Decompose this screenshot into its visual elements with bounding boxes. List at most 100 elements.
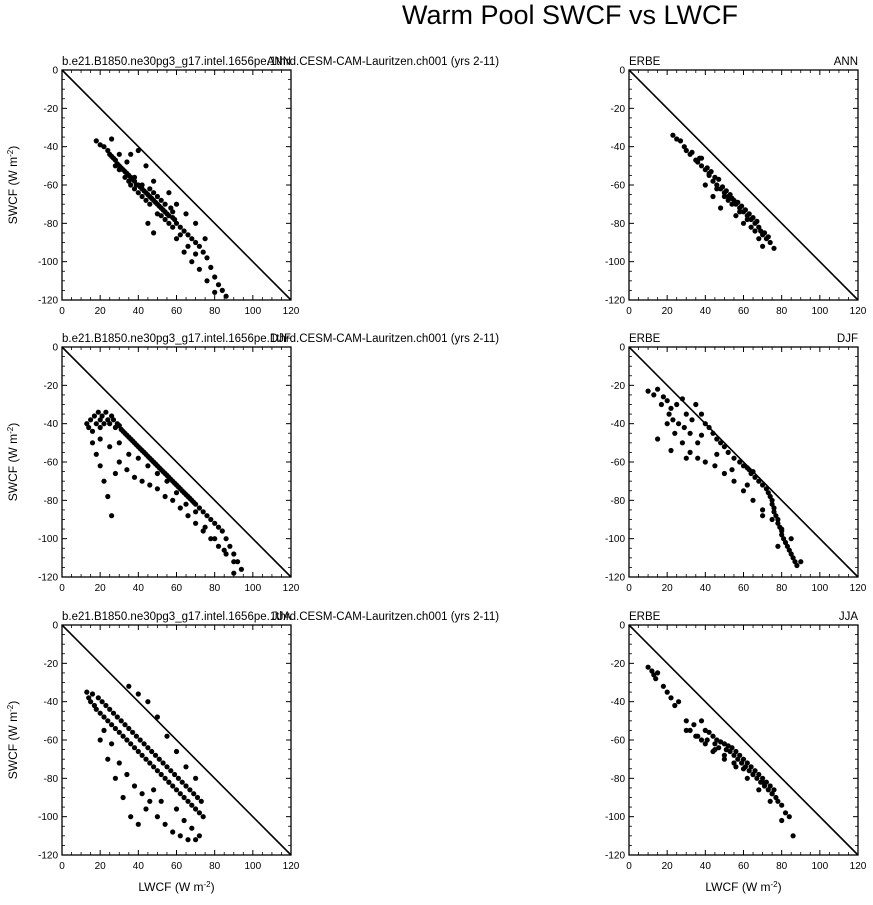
data-point bbox=[173, 220, 180, 226]
data-point bbox=[97, 737, 103, 743]
data-point bbox=[219, 287, 225, 293]
data-point bbox=[719, 184, 726, 190]
data-point bbox=[771, 787, 777, 793]
data-point bbox=[664, 398, 670, 404]
data-point bbox=[107, 444, 113, 450]
y-tick-label: -20 bbox=[44, 659, 59, 670]
data-point bbox=[721, 756, 728, 762]
data-point bbox=[760, 482, 766, 488]
data-point bbox=[683, 411, 689, 417]
data-point bbox=[122, 722, 128, 728]
data-point bbox=[761, 230, 768, 236]
data-point bbox=[674, 401, 680, 408]
data-point bbox=[668, 405, 674, 411]
data-point bbox=[712, 463, 718, 469]
data-point bbox=[120, 794, 126, 801]
data-point bbox=[760, 775, 766, 781]
data-point bbox=[154, 470, 160, 477]
data-point bbox=[139, 791, 145, 797]
x-tick-label: 20 bbox=[662, 861, 674, 872]
data-point bbox=[670, 417, 676, 423]
panel-right-label: DJF bbox=[270, 333, 291, 345]
y-tick-label: 0 bbox=[619, 621, 625, 632]
y-tick-label: -80 bbox=[44, 219, 59, 230]
data-point bbox=[170, 783, 176, 789]
data-point bbox=[231, 559, 237, 565]
x-tick-label: 100 bbox=[244, 306, 261, 317]
data-point bbox=[683, 455, 689, 461]
data-point bbox=[154, 714, 160, 720]
y-tick-label: -20 bbox=[44, 104, 59, 115]
data-point bbox=[116, 729, 122, 735]
panel-right-label: JJA bbox=[839, 611, 859, 623]
data-point bbox=[733, 213, 739, 219]
data-point bbox=[143, 806, 149, 812]
data-point bbox=[101, 421, 107, 427]
data-point bbox=[767, 798, 773, 804]
panel-left-label: ERBE bbox=[629, 333, 661, 345]
x-tick-label: 80 bbox=[776, 306, 788, 317]
data-point bbox=[668, 447, 674, 454]
data-point bbox=[677, 138, 684, 144]
data-point bbox=[760, 513, 766, 519]
data-point bbox=[131, 474, 138, 480]
data-point bbox=[200, 509, 206, 515]
data-point bbox=[185, 837, 191, 843]
data-point bbox=[718, 440, 724, 446]
data-point bbox=[177, 791, 183, 797]
data-point bbox=[116, 760, 122, 766]
data-point bbox=[204, 278, 210, 284]
panel-right-label: DJF bbox=[837, 333, 858, 345]
y-tick-label: -40 bbox=[44, 419, 59, 430]
data-point bbox=[721, 193, 728, 200]
y-tick-label: -60 bbox=[611, 458, 626, 469]
scatter-panel: 0 20 40 60 80 100 120 0 -20 -40 -60 -80 -100 -120 b.e2… bbox=[6, 611, 500, 894]
data-point bbox=[779, 532, 785, 538]
data-point bbox=[760, 507, 766, 513]
data-point bbox=[729, 745, 735, 751]
data-point bbox=[116, 459, 122, 465]
x-tick-label: 80 bbox=[209, 583, 221, 594]
data-point bbox=[740, 488, 747, 494]
data-point bbox=[721, 470, 728, 477]
data-point bbox=[196, 833, 202, 839]
y-tick-label: 0 bbox=[52, 343, 58, 354]
x-tick-label: 120 bbox=[283, 306, 300, 317]
data-point bbox=[737, 459, 743, 465]
data-point bbox=[162, 775, 168, 781]
data-point bbox=[746, 211, 752, 217]
data-point bbox=[124, 467, 130, 473]
data-point bbox=[765, 234, 771, 240]
data-point bbox=[756, 771, 762, 778]
data-point bbox=[99, 413, 105, 419]
data-point bbox=[145, 745, 151, 751]
data-point bbox=[139, 752, 145, 758]
y-tick-label: -40 bbox=[611, 419, 626, 430]
x-tick-label: 0 bbox=[59, 306, 65, 317]
data-point bbox=[740, 756, 747, 762]
data-point bbox=[183, 764, 189, 770]
data-point bbox=[124, 737, 130, 743]
data-point bbox=[88, 417, 94, 423]
data-point bbox=[107, 421, 113, 427]
data-point bbox=[212, 520, 218, 526]
data-point bbox=[154, 768, 160, 774]
data-point bbox=[128, 182, 134, 188]
data-point bbox=[698, 718, 705, 724]
data-point bbox=[131, 783, 138, 789]
data-point bbox=[97, 463, 103, 469]
data-point bbox=[181, 228, 187, 234]
data-point bbox=[105, 756, 111, 762]
data-point bbox=[151, 190, 157, 196]
data-point bbox=[177, 505, 183, 511]
x-tick-label: 60 bbox=[171, 583, 183, 594]
x-tick-label: 0 bbox=[626, 861, 632, 872]
data-point bbox=[710, 430, 716, 436]
data-point bbox=[748, 224, 754, 230]
data-point bbox=[672, 702, 678, 709]
data-point bbox=[110, 710, 117, 716]
x-tick-label: 0 bbox=[626, 306, 632, 317]
data-point bbox=[183, 211, 189, 217]
data-point bbox=[752, 474, 758, 480]
data-point bbox=[202, 236, 208, 242]
